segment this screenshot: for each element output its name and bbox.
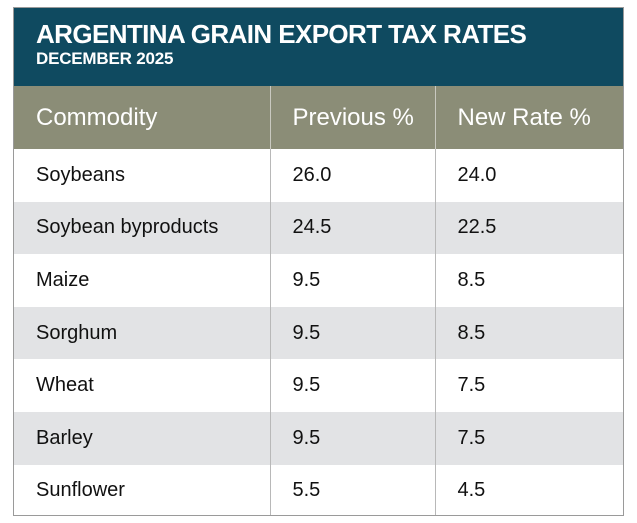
commodity-cell: Soybean byproducts [14,201,270,255]
column-header: Previous % [269,86,435,149]
tax-table: Commodity Previous % New Rate % Soybeans 26… [14,86,623,515]
table-row: Sunflower 5.5 4.5 [14,464,623,515]
commodity-cell: Sunflower [36,479,125,502]
rate-cell: 24.5 [269,201,435,255]
table-row: Wheat 9.5 7.5 [14,359,623,412]
rate-cell: 9.5 [269,306,435,360]
rate-cell: 9.5 [269,411,435,465]
commodity-cell: Wheat [36,374,94,397]
header: ARGENTINA GRAIN EXPORT TAX RATES DECEMBE… [14,8,623,86]
rate-cell: 24.0 [434,149,623,202]
rate-cell: 26.0 [269,149,435,202]
rate-cell: 8.5 [434,306,623,360]
table-row: Sorghum 9.5 8.5 [14,306,623,360]
rate-cell: 7.5 [434,411,623,465]
title: ARGENTINA GRAIN EXPORT TAX RATES [36,19,527,49]
subtitle: DECEMBER 2025 [36,49,174,68]
commodity-cell: Maize [36,268,90,291]
rate-cell: 8.5 [434,254,623,307]
rate-cell: 4.5 [434,464,623,515]
rate-cell: 22.5 [434,201,623,255]
commodity-cell: Soybeans [36,163,125,186]
column-header: New Rate % [434,86,623,149]
column-header: Commodity [14,86,270,149]
table-row: Soybeans 26.0 24.0 [14,149,623,202]
rate-cell: 9.5 [269,359,435,412]
commodity-cell: Sorghum [14,306,270,360]
rate-cell: 9.5 [269,254,435,307]
table-body: Soybeans 26.0 24.0 Soybean byproducts 24.5 22… [14,149,623,515]
rate-cell: 7.5 [434,359,623,412]
table-card: ARGENTINA GRAIN EXPORT TAX RATES DECEMBE… [13,7,624,516]
table-row: Soybean byproducts 24.5 22.5 [14,201,623,255]
table-row: Maize 9.5 8.5 [14,254,623,307]
table-row: Barley 9.5 7.5 [14,411,623,465]
header-row: Commodity Previous % New Rate % [14,86,623,149]
commodity-cell: Barley [14,411,270,465]
rate-cell: 5.5 [269,464,435,515]
